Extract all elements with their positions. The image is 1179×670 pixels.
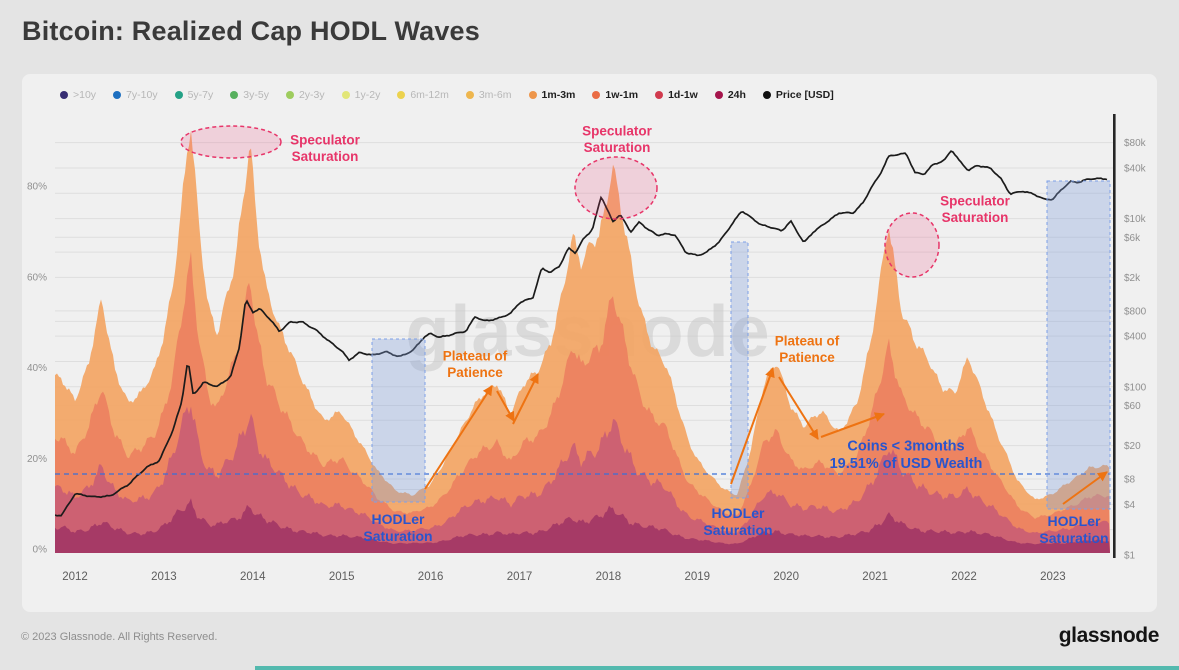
svg-text:2020: 2020 [773, 571, 799, 583]
footer-copyright: © 2023 Glassnode. All Rights Reserved. [21, 631, 218, 643]
hodler-saturation-label: HODLer Saturation [1039, 513, 1108, 546]
svg-text:$8: $8 [1124, 475, 1136, 486]
svg-text:$20: $20 [1124, 441, 1141, 452]
svg-text:2018: 2018 [596, 571, 622, 583]
price-line [55, 150, 1108, 517]
legend-label: 3y-5y [243, 89, 269, 101]
speculator-saturation-label: Speculator Saturation [582, 124, 653, 156]
legend-item-3y-5y[interactable]: 3y-5y [230, 89, 269, 101]
legend-label: Price [USD] [775, 89, 834, 101]
legend-swatch-icon [285, 91, 294, 99]
svg-text:2019: 2019 [685, 571, 711, 583]
page-title: Bitcoin: Realized Cap HODL Waves [22, 16, 480, 46]
wealth-note-label: Coins < 3months 19.51% of USD Wealth [830, 439, 983, 473]
axes: 0% 20% 40% 60% 80% $80k $40k $10k $6k $2k $800 $400… [27, 138, 1147, 583]
svg-text:40%: 40% [27, 363, 47, 374]
svg-text:2021: 2021 [862, 571, 888, 583]
svg-text:0%: 0% [33, 545, 48, 556]
legend-swatch-icon [465, 91, 474, 99]
svg-text:$2k: $2k [1124, 273, 1141, 284]
chart-legend: >10y 7y-10y 5y-7y 3y-5y 2y-3y 1y-2y 6m-12m 3m-6… [60, 86, 834, 104]
legend-item-1m-3m[interactable]: 1m-3m [528, 89, 576, 101]
legend-swatch-icon [528, 91, 537, 99]
svg-text:$40k: $40k [1124, 163, 1147, 174]
svg-text:$400: $400 [1124, 332, 1147, 343]
svg-text:2023: 2023 [1040, 571, 1066, 583]
legend-item-5y-7y[interactable]: 5y-7y [174, 89, 214, 101]
area-1w-1m [55, 251, 1110, 553]
area-1m-3m [55, 130, 1110, 553]
hodler-saturation-label: HODLer Saturation [703, 505, 772, 538]
svg-text:$1: $1 [1124, 551, 1136, 562]
legend-item--10y[interactable]: >10y [60, 89, 96, 101]
svg-text:2012: 2012 [62, 571, 88, 583]
area-24h [55, 498, 1110, 553]
svg-text:$800: $800 [1124, 306, 1147, 317]
svg-text:2022: 2022 [951, 571, 977, 583]
svg-text:$4: $4 [1124, 500, 1136, 511]
legend-item-6m-12m[interactable]: 6m-12m [397, 89, 449, 101]
svg-text:$60: $60 [1124, 401, 1141, 412]
bottom-accent-bar [255, 666, 1179, 670]
legend-item-1w-1m[interactable]: 1w-1m [592, 89, 638, 101]
plateau-arrows [424, 367, 1108, 505]
svg-text:2013: 2013 [151, 571, 177, 583]
area-1d-1w [55, 406, 1110, 553]
legend-item-3m-6m[interactable]: 3m-6m [465, 89, 512, 101]
legend-item-2y-3y[interactable]: 2y-3y [285, 89, 325, 101]
legend-label: 6m-12m [410, 89, 449, 101]
svg-text:2017: 2017 [507, 571, 533, 583]
legend-label: 3m-6m [478, 89, 512, 101]
legend-swatch-icon [341, 91, 350, 99]
legend-label: 1w-1m [605, 89, 639, 101]
hodler-saturation-label: HODLer Saturation [363, 511, 432, 544]
legend-swatch-icon [714, 91, 723, 99]
svg-text:$80k: $80k [1124, 138, 1147, 149]
legend-swatch-icon [174, 91, 183, 99]
legend-swatch-icon [60, 91, 68, 99]
svg-text:$6k: $6k [1124, 233, 1141, 244]
svg-text:2014: 2014 [240, 571, 266, 583]
legend-item-1d-1w[interactable]: 1d-1w [655, 89, 698, 101]
hodler-saturation-bands [371, 180, 1111, 510]
legend-swatch-icon [592, 91, 601, 99]
legend-label: >10y [73, 89, 97, 101]
legend-item-24h[interactable]: 24h [714, 89, 746, 101]
speculator-saturation-label: Speculator Saturation [940, 194, 1011, 226]
legend-label: 24h [727, 89, 746, 101]
svg-text:$100: $100 [1124, 382, 1147, 393]
speculator-saturation-ellipses [180, 125, 940, 278]
legend-label: 1m-3m [541, 89, 576, 101]
svg-text:60%: 60% [27, 272, 47, 283]
legend-label: 1y-2y [354, 89, 381, 101]
speculator-saturation-label: Speculator Saturation [290, 133, 361, 165]
glassnode-logo: glassnode [1058, 624, 1160, 647]
svg-text:2015: 2015 [329, 571, 355, 583]
legend-swatch-icon [762, 91, 771, 99]
legend-label: 5y-7y [187, 89, 214, 101]
svg-text:2016: 2016 [418, 571, 444, 583]
legend-item-1y-2y[interactable]: 1y-2y [341, 89, 381, 101]
legend-label: 2y-3y [298, 89, 325, 101]
legend-item-7y-10y[interactable]: 7y-10y [113, 89, 158, 101]
legend-swatch-icon [397, 91, 406, 99]
plateau-of-patience-label: Plateau of Patience [443, 349, 508, 381]
svg-text:20%: 20% [27, 454, 47, 465]
legend-label: 7y-10y [126, 89, 158, 101]
plateau-of-patience-label: Plateau of Patience [775, 334, 840, 366]
svg-text:$10k: $10k [1124, 214, 1147, 225]
legend-swatch-icon [655, 91, 664, 99]
right-axis-spine [1113, 114, 1116, 558]
legend-swatch-icon [230, 91, 239, 99]
legend-swatch-icon [113, 91, 122, 99]
svg-text:80%: 80% [27, 182, 47, 193]
legend-label: 1d-1w [668, 89, 698, 101]
hodl-wave-areas [55, 130, 1110, 553]
legend-item-price-usd-[interactable]: Price [USD] [762, 89, 834, 101]
